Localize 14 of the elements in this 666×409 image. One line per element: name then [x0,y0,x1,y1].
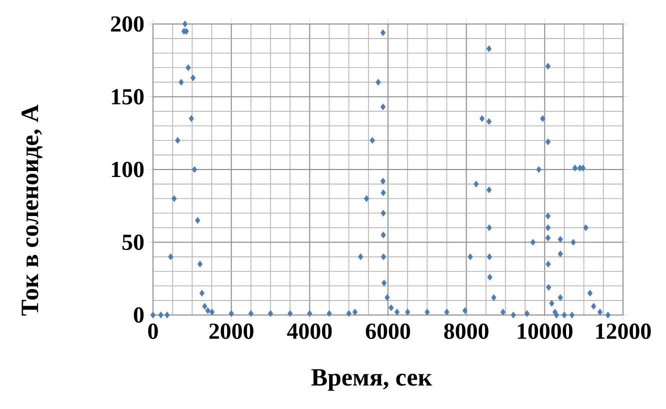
x-tick-label: 6000 [366,324,410,339]
x-tick-label: 2000 [209,324,254,339]
y-axis-title: Ток в соленоиде, А [22,104,42,316]
x-tick-label: 12000 [596,324,651,339]
x-tick-label: 8000 [444,324,488,339]
y-tick-label: 200 [111,16,144,32]
y-tick-label: 0 [134,307,144,323]
y-tick-label: 50 [122,234,144,250]
y-tick-label: 100 [112,162,144,178]
x-tick-label: 10000 [518,324,572,339]
x-tick-label: 0 [148,324,158,339]
x-tick-label: 4000 [287,324,332,339]
x-axis-title: Время, сек [311,369,432,391]
y-tick-label: 150 [112,89,144,104]
